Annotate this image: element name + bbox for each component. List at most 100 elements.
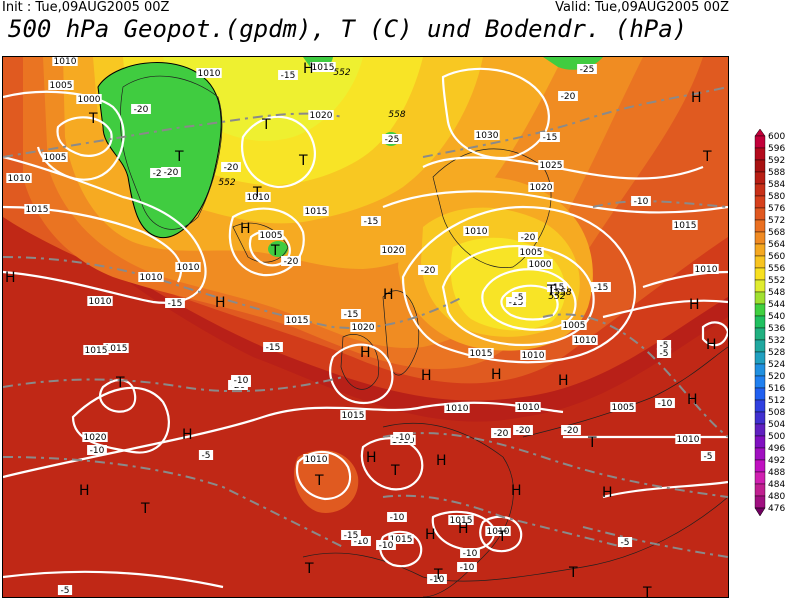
temperature-label: -5 [617,537,633,548]
scale-label: 560 [768,252,785,262]
temperature-label: -20 [161,167,181,178]
isotherm-10-med [382,494,624,548]
svg-text:1000: 1000 [529,260,552,270]
scale-swatch [754,423,766,437]
pressure-label: 1010 [6,173,32,184]
high-marker: H [458,521,469,537]
pressure-label: 1015 [303,206,329,217]
svg-text:-5: -5 [621,538,630,548]
isobar-1020-biscay [329,343,394,405]
isobar-1005-east [701,321,728,347]
temperature-label: -10 [387,512,407,523]
scale-label: 476 [768,504,785,514]
scale-label: 548 [768,288,785,298]
scale-swatch [754,279,766,293]
svg-text:-10: -10 [354,537,369,547]
scale-label: 480 [768,492,785,502]
temperature-label: -15 [591,282,611,293]
pressure-label: 1015 [672,220,698,231]
scale-label: 540 [768,312,785,322]
scale-swatch [754,303,766,317]
svg-text:1010: 1010 [487,527,510,537]
svg-text:-10: -10 [658,399,673,409]
temperature-label: -20 [281,256,301,267]
svg-text:-10: -10 [463,549,478,559]
isobar-1015-south-2 [379,530,423,568]
scale-swatch [754,471,766,485]
svg-text:-10: -10 [396,433,411,443]
svg-text:1005: 1005 [563,321,586,331]
svg-text:1010: 1010 [574,336,597,346]
scale-swatch [754,387,766,401]
svg-text:1010: 1010 [305,455,328,465]
low-marker: T [88,111,98,127]
svg-text:1010: 1010 [522,351,545,361]
isobar-1015-azores [71,386,170,454]
scale-label: 564 [768,240,785,250]
svg-text:-20: -20 [224,163,239,173]
low-marker: T [270,243,280,259]
low-marker: T [115,375,125,391]
pressure-label: 1005 [518,247,544,258]
svg-text:1015: 1015 [470,349,493,359]
pressure-label: 1015 [388,534,414,545]
low-marker: T [546,283,556,299]
scale-swatch [754,495,766,509]
svg-text:-5: -5 [202,451,211,461]
svg-text:-15: -15 [509,298,524,308]
isobar-1015-mid [3,401,564,479]
isotherm-5-sw [3,456,344,548]
scale-arrow-top [754,128,766,137]
geopotential-label: 552 [333,68,350,78]
scale-swatch [754,159,766,173]
pressure-label: 1005 [258,230,284,241]
scale-label: 596 [768,144,785,154]
temperature-label: -10 [393,432,413,443]
scale-swatch [754,339,766,353]
svg-text:1015: 1015 [305,207,328,217]
temperature-label: -10 [376,540,396,551]
temperature-label: -20 [558,91,578,102]
scale-label: 484 [768,480,785,490]
svg-text:1015: 1015 [26,205,49,215]
high-marker: H [421,368,432,384]
svg-text:-10: -10 [430,575,445,585]
temperature-label: -10 [655,398,675,409]
svg-text:-20: -20 [153,169,168,179]
svg-text:1010: 1010 [247,193,270,203]
svg-text:-20: -20 [134,105,149,115]
pressure-label: 1010 [175,262,201,273]
scale-label: 576 [768,204,785,214]
scale-label: 584 [768,180,785,190]
fill-low-small-1 [268,241,288,257]
svg-text:1015: 1015 [342,411,365,421]
scale-swatch [754,135,766,149]
scale-swatch [754,171,766,185]
pressure-label: 1015 [284,315,310,326]
geopotential-label: 558 [554,288,571,298]
geopotential-label: 558 [388,110,405,120]
pressure-label: 1000 [76,94,102,105]
scale-label: 528 [768,348,785,358]
scale-swatch [754,459,766,473]
color-scale: 600 596 592 588 584 580 576 572 568 564 560 556 552 5… [752,128,789,526]
svg-text:1010: 1010 [89,297,112,307]
temperature-label: -25 [577,64,597,75]
isobar-1015-ne [602,299,728,319]
isotherm-20-ne [422,86,728,158]
high-marker: H [360,345,371,361]
svg-text:1015: 1015 [286,316,309,326]
isotherm-10-ne [592,200,728,208]
svg-text:1005: 1005 [50,81,73,91]
isotherm-10-s [382,432,728,498]
high-marker: H [5,270,16,286]
pressure-label: 1000 [527,259,553,270]
high-marker: H [425,527,436,543]
isotherms [3,86,728,558]
scale-label: 508 [768,408,785,418]
temperature-label: -5 [511,292,527,303]
isotherm-10 [3,376,344,393]
map-canvas: 1010 1005 1000 1010 1015 1010 1005 1015 1010 1010… [3,57,728,597]
isobar-1015-south [431,510,496,551]
